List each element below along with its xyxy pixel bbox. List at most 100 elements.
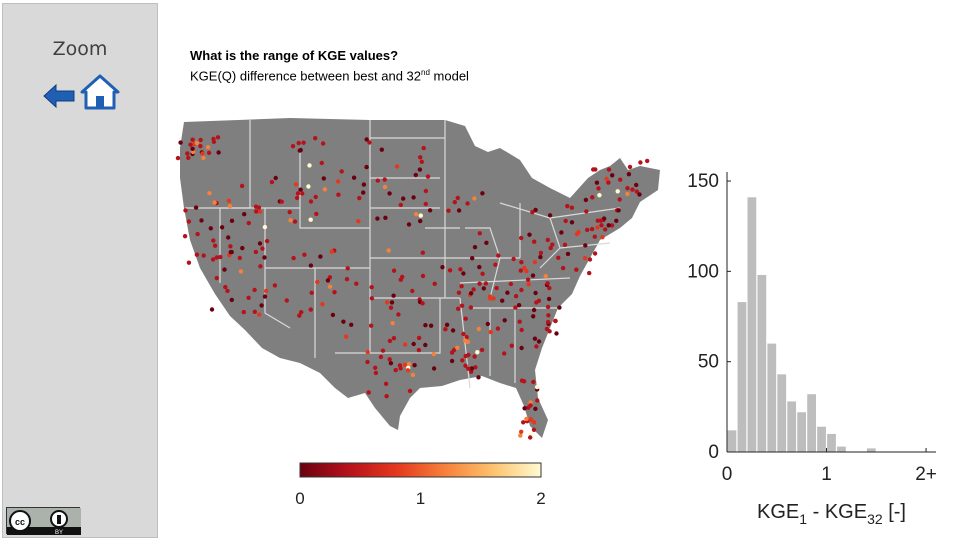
- home-button[interactable]: [80, 74, 120, 110]
- gauge-point: [610, 173, 615, 178]
- gauge-point: [229, 249, 234, 255]
- gauge-point: [406, 361, 412, 367]
- gauge-point: [421, 145, 426, 151]
- gauge-point: [175, 155, 181, 161]
- gauge-point: [186, 260, 192, 265]
- gauge-point: [645, 158, 650, 164]
- gauge-point: [505, 290, 510, 295]
- gauge-point: [344, 277, 350, 282]
- gauge-point: [531, 379, 536, 385]
- gauge-point: [545, 281, 550, 286]
- gauge-point: [630, 187, 635, 192]
- gauge-point: [559, 230, 564, 235]
- gauge-point: [461, 331, 466, 337]
- gauge-point: [431, 351, 436, 357]
- gauge-point: [535, 398, 540, 403]
- gauge-point: [186, 219, 192, 224]
- gauge-point: [511, 256, 516, 262]
- gauge-point: [596, 186, 601, 191]
- state-borders: [185, 120, 621, 389]
- gauge-point: [383, 215, 388, 220]
- gauge-point: [239, 183, 245, 189]
- gauge-point: [519, 429, 524, 434]
- histogram-bar: [817, 426, 826, 452]
- gauge-point: [375, 216, 380, 221]
- gauge-point: [320, 302, 325, 307]
- gauge-point: [601, 216, 607, 221]
- gauge-point: [380, 348, 386, 353]
- gauge-point: [218, 254, 223, 260]
- cc-by-license-badge[interactable]: cc BY: [6, 507, 81, 536]
- gauge-point: [262, 224, 268, 230]
- gauge-point: [534, 384, 540, 390]
- arrow-left-icon: [43, 83, 75, 109]
- gauge-point: [446, 208, 451, 213]
- gauge-point: [500, 298, 505, 303]
- gauge-point: [246, 295, 251, 300]
- back-button[interactable]: [42, 82, 76, 110]
- gauge-point: [298, 187, 303, 192]
- gauge-point: [472, 196, 477, 201]
- histogram-bar: [866, 448, 876, 452]
- gauge-point: [526, 282, 531, 287]
- sidebar-panel: [2, 3, 158, 538]
- gauge-point: [427, 208, 433, 213]
- gauge-point: [420, 301, 425, 306]
- gauge-point: [216, 150, 221, 155]
- gauge-point: [396, 312, 401, 317]
- gauge-point: [545, 304, 551, 310]
- gauge-point: [246, 220, 251, 226]
- gauge-point: [389, 300, 395, 305]
- histogram-axes: 0 50 100 150 0 1 2+ KGE1 - KGE32 [-]: [687, 171, 937, 527]
- histogram-bars: [727, 197, 876, 452]
- gauge-point: [469, 366, 475, 371]
- gauge-point: [468, 305, 474, 310]
- gauge-point: [330, 312, 336, 318]
- gauge-point: [393, 367, 398, 373]
- gauge-point: [413, 172, 418, 178]
- gauge-point: [589, 226, 595, 232]
- gauge-point: [485, 321, 490, 327]
- gauge-point: [423, 342, 428, 348]
- zoom-label[interactable]: Zoom: [52, 38, 108, 60]
- gauge-point: [384, 394, 389, 399]
- colorbar-tick-label: 2: [536, 489, 545, 508]
- histogram-bar: [807, 394, 816, 452]
- gauge-point: [456, 306, 461, 311]
- gauge-point: [369, 296, 375, 301]
- kge-histogram: 0 50 100 150 0 1 2+ KGE1 - KGE32 [-]: [687, 171, 937, 527]
- gauge-point: [521, 379, 527, 384]
- gauge-point: [198, 143, 203, 149]
- gauge-point: [565, 203, 570, 209]
- gauge-point: [369, 285, 374, 290]
- gauge-point: [513, 294, 519, 299]
- histogram-bar: [727, 430, 737, 452]
- gauge-point: [494, 285, 499, 291]
- gauge-point: [532, 239, 537, 244]
- gauge-point: [183, 208, 188, 213]
- gauge-point: [592, 234, 597, 239]
- gauge-point: [423, 201, 428, 207]
- us-map: [175, 118, 660, 440]
- histogram-bar: [757, 274, 767, 452]
- gauge-point: [574, 267, 579, 272]
- gauge-point: [587, 257, 593, 262]
- gauge-point: [290, 144, 296, 149]
- gauge-point: [345, 266, 350, 271]
- gauge-point: [553, 318, 558, 324]
- gauge-point: [321, 176, 326, 181]
- gauge-point: [194, 140, 200, 146]
- gauge-point: [543, 273, 548, 279]
- gauge-point: [227, 204, 233, 209]
- gauge-point: [425, 174, 431, 179]
- gauge-point: [609, 223, 615, 228]
- gauge-point: [225, 288, 230, 294]
- gauge-point: [314, 211, 319, 217]
- gauge-point: [547, 213, 553, 218]
- gauge-point: [477, 281, 482, 286]
- gauge-point: [526, 405, 531, 410]
- gauge-point: [325, 278, 331, 283]
- gauge-point: [458, 267, 463, 272]
- gauge-point: [366, 390, 371, 395]
- gauge-point: [211, 238, 216, 243]
